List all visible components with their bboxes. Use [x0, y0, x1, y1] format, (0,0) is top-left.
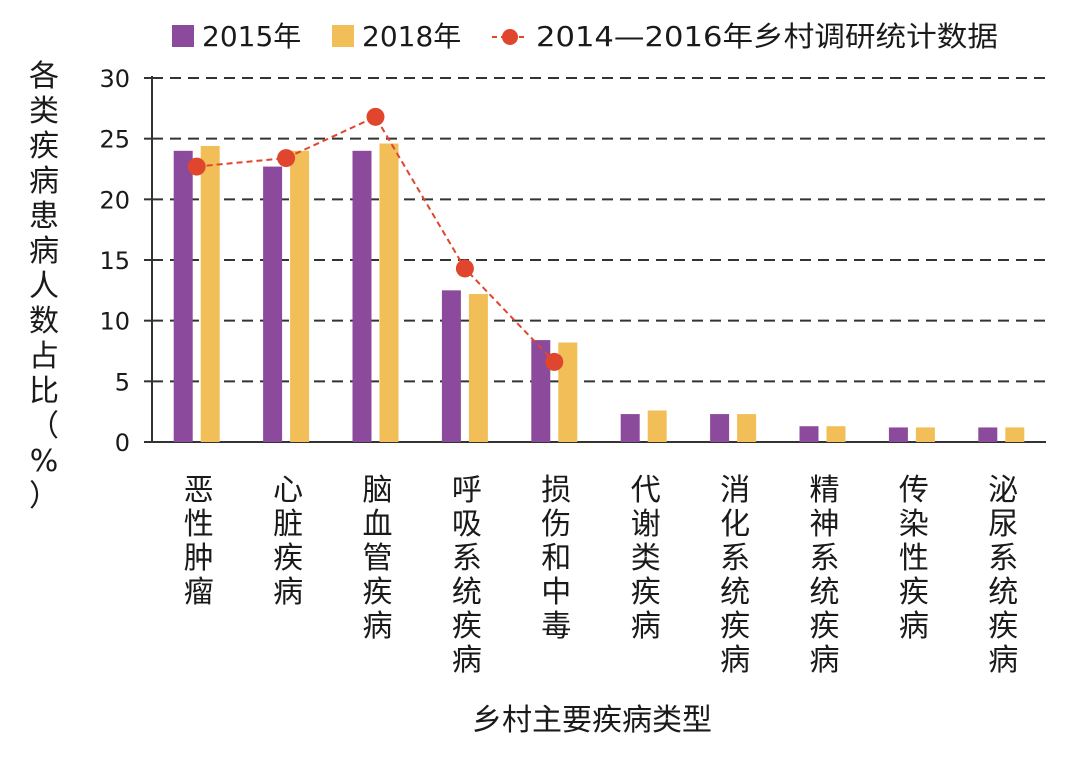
line-marker — [277, 149, 296, 168]
line-marker — [187, 157, 206, 176]
bar — [173, 150, 193, 443]
line-series — [187, 107, 564, 371]
x-category-label: 传染性疾病 — [899, 473, 929, 644]
series-line — [196, 115, 556, 363]
x-category-label: 脑血管疾病 — [363, 473, 393, 644]
x-axis-title: 乡村主要疾病类型 — [472, 703, 712, 738]
x-category-label: 泌尿系统疾病 — [988, 473, 1018, 678]
bar — [290, 150, 310, 443]
bar — [468, 293, 488, 442]
bar — [558, 342, 578, 442]
x-category-label: 代谢类疾病 — [631, 473, 661, 644]
bar — [200, 145, 220, 443]
legend-label: 2014—2016年乡村调研统计数据 — [536, 20, 998, 53]
x-category-label: 精神系统疾病 — [810, 473, 840, 678]
y-tick-label: 5 — [115, 368, 130, 396]
legend-label: 2018年 — [362, 20, 461, 53]
bar — [263, 166, 283, 442]
y-tick-label: 15 — [99, 247, 130, 275]
bar — [799, 426, 819, 442]
line-marker — [455, 259, 474, 278]
bar — [888, 427, 908, 442]
bar — [379, 143, 399, 442]
legend-marker — [502, 29, 518, 45]
bar — [737, 414, 757, 442]
line-marker — [366, 107, 385, 126]
x-category-label: 心脏疾病 — [273, 473, 303, 610]
bars — [173, 143, 1025, 443]
line-marker — [545, 352, 564, 371]
legend-swatch — [172, 25, 194, 47]
bar — [441, 290, 461, 442]
y-axis-title: 各类疾病患病人数占比（%） — [29, 59, 59, 514]
legend-swatch — [332, 25, 354, 47]
y-tick-label: 10 — [99, 308, 130, 336]
y-tick-label: 30 — [99, 65, 130, 93]
bar — [826, 426, 846, 442]
y-tick-label: 20 — [99, 186, 130, 214]
axis-titles: 乡村主要疾病类型 各类疾病患病人数占比（%） — [29, 59, 712, 738]
bar — [915, 427, 935, 442]
y-tick-label: 0 — [115, 429, 130, 457]
bar — [531, 340, 551, 442]
y-tick-label: 25 — [99, 126, 130, 154]
y-tick-labels: 0 5 10 15 20 25 30 — [99, 65, 130, 457]
bar — [620, 414, 640, 442]
x-category-label: 恶性肿瘤 — [184, 473, 214, 610]
gridlines — [152, 77, 1046, 383]
x-category-label: 损伤和中毒 — [541, 473, 571, 644]
legend-label: 2015年 — [202, 20, 301, 53]
bar — [978, 427, 998, 442]
bar — [1005, 427, 1025, 442]
x-category-label: 呼吸系统疾病 — [452, 473, 482, 678]
bar — [647, 410, 667, 442]
legend: 2015年 2018年 2014—2016年乡村调研统计数据 — [172, 20, 998, 53]
x-category-label: 消化系统疾病 — [720, 473, 750, 678]
bar — [352, 150, 372, 443]
x-category-labels: 恶性肿瘤 心脏疾病 脑血管疾病 呼吸系统疾病 损伤和中毒 代谢类疾病 消化系统疾病 精神系统疾… — [184, 473, 1019, 678]
bar — [710, 414, 730, 442]
